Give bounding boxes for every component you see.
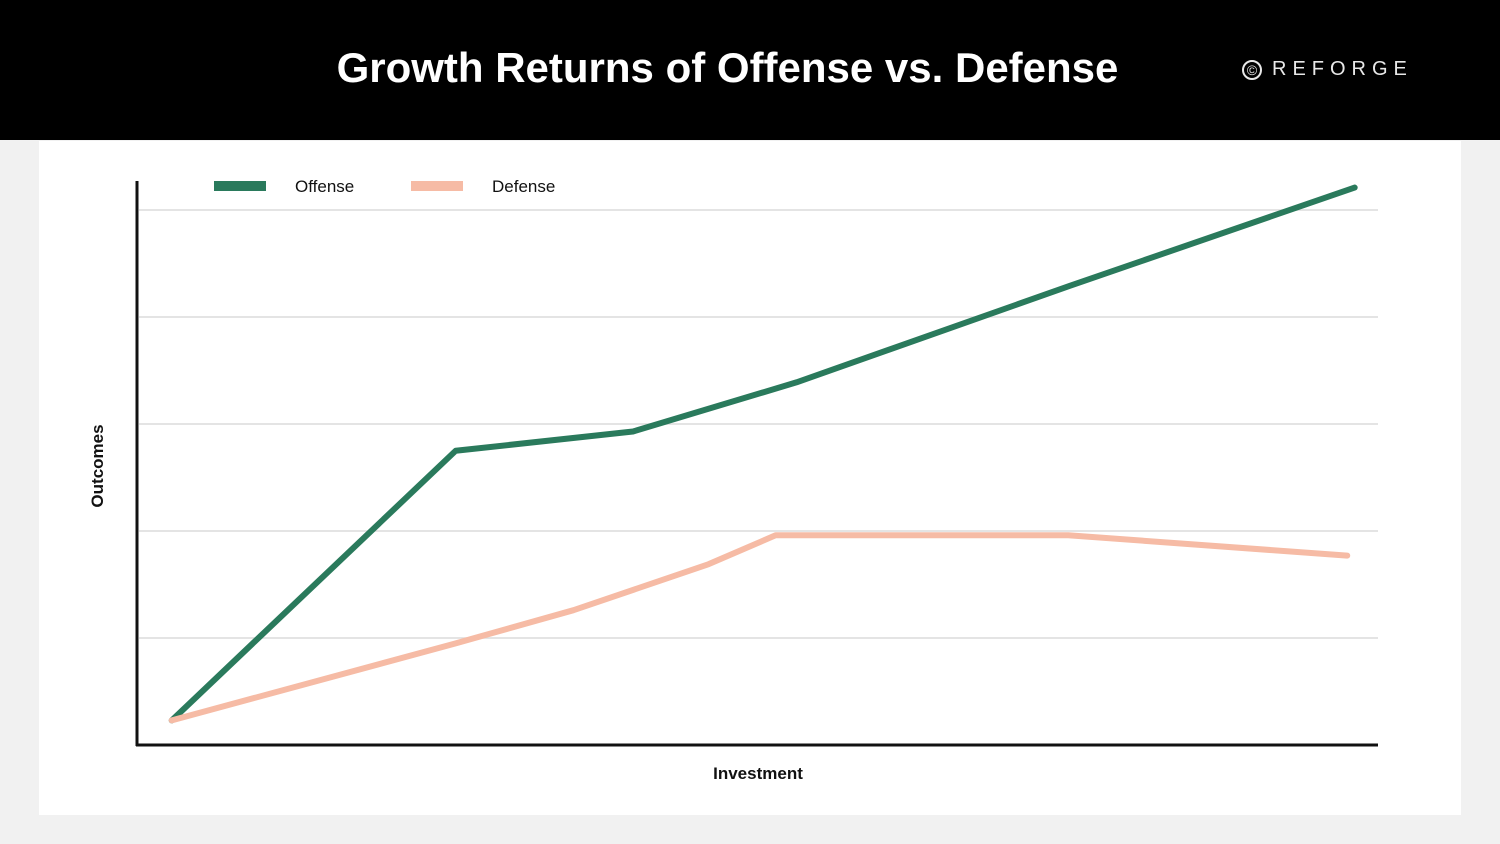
logo-text: REFORGE	[1272, 58, 1413, 80]
series-line-defense	[168, 532, 1351, 724]
x-axis-label: Investment	[713, 764, 803, 783]
legend-swatch-offense	[214, 181, 266, 191]
chart-panel	[39, 141, 1461, 815]
copyright-icon: ©	[1242, 59, 1262, 80]
legend-label-offense: Offense	[295, 177, 354, 196]
reforge-logo: © REFORGE	[1242, 58, 1413, 81]
y-axis-label: Outcomes	[88, 424, 107, 507]
series-line-offense	[168, 184, 1358, 724]
page-title: Growth Returns of Offense vs. Defense	[336, 44, 1119, 91]
legend-swatch-defense	[411, 181, 463, 191]
header: Growth Returns of Offense vs. Defense © …	[0, 0, 1500, 140]
legend-label-defense: Defense	[492, 177, 555, 196]
